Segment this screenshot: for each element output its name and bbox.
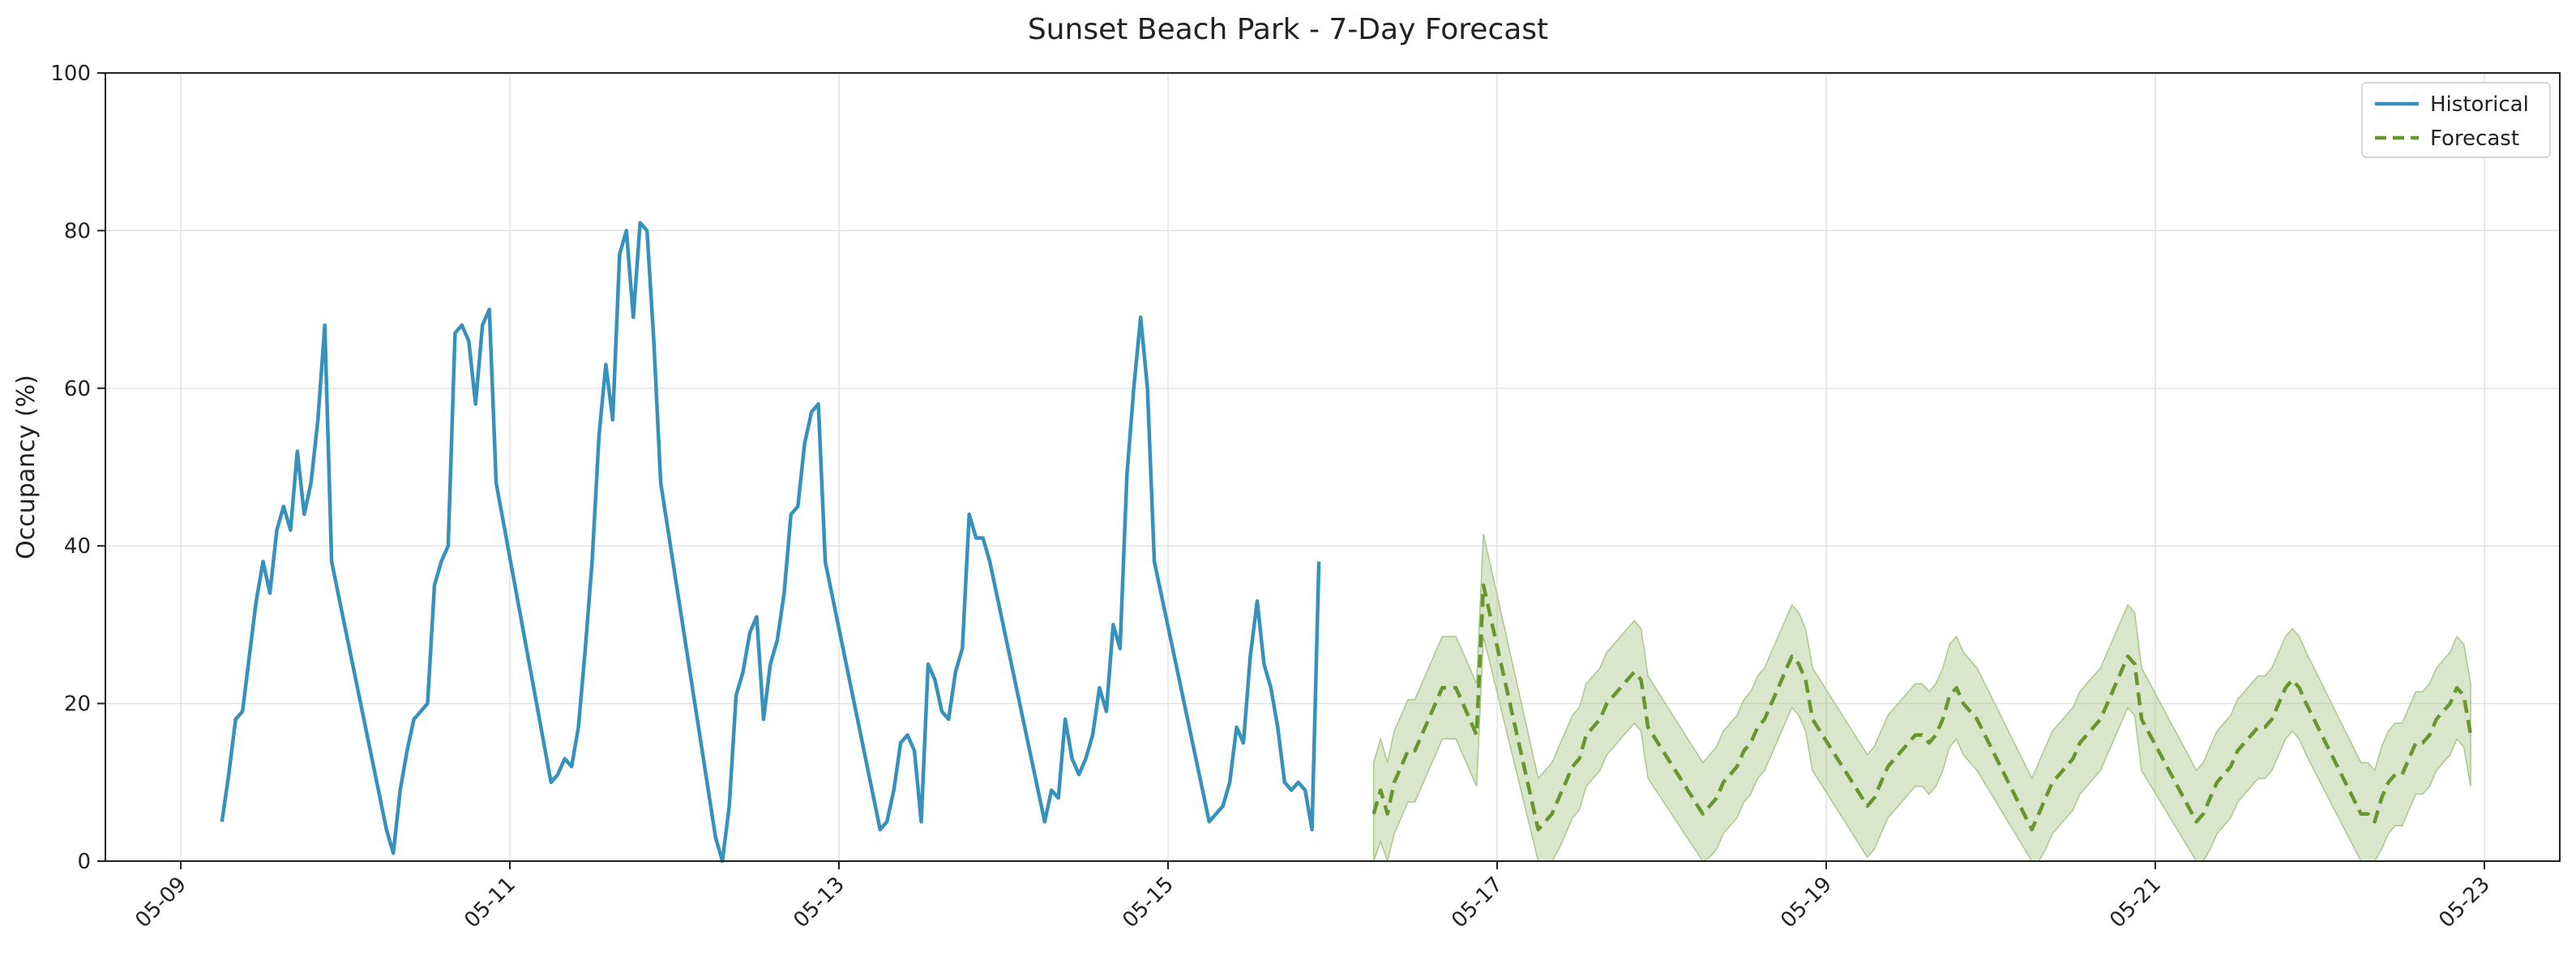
y-axis-label: Occupancy (%) [12,375,41,559]
y-tick-label: 20 [64,692,91,717]
plot-frame [105,72,2561,862]
forecast-series-line [1371,583,2473,832]
y-tick-label: 80 [64,219,91,243]
y-tick-label: 40 [64,534,91,559]
legend-label-forecast: Forecast [2430,126,2519,151]
historical-series-line [220,221,1321,864]
y-tick-label: 0 [77,850,91,874]
series-layer [220,221,2473,864]
chart-title: Sunset Beach Park - 7-Day Forecast [1028,13,1548,46]
forecast-confidence-band [1372,534,2471,864]
y-tick-label: 100 [50,62,91,86]
legend: Historical Forecast [2361,82,2551,158]
forecast-band-layer [1372,534,2471,864]
y-tick-label: 60 [64,377,91,401]
legend-label-historical: Historical [2430,92,2529,117]
legend-box [2361,82,2551,158]
